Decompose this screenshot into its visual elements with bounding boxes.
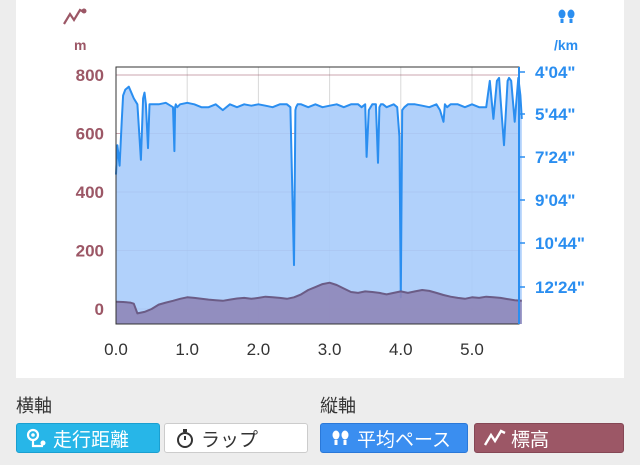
distance-icon [25, 426, 49, 450]
average-pace-button[interactable]: 平均ペース [320, 423, 468, 453]
elevation-area [116, 282, 522, 324]
lap-button[interactable]: ラップ [164, 423, 308, 453]
right-axis-unit: /km [554, 37, 578, 53]
x-tick-label: 1.0 [175, 340, 199, 359]
average-pace-button-label: 平均ペース [357, 428, 452, 451]
left-tick-label: 0 [95, 300, 104, 319]
left-tick-label: 600 [76, 125, 104, 144]
pace-line [115, 76, 523, 299]
left-tick-label: 800 [76, 66, 104, 85]
pace-elevation-chart[interactable]: m /km 0 200 400 600 800 4'04" 5'44" 7'24" 9'04" 1… [16, 0, 624, 378]
x-tick-label: 4.0 [389, 340, 413, 359]
left-tick-label: 200 [76, 242, 104, 261]
pace-icon [329, 426, 353, 450]
x-tick-label: 5.0 [460, 340, 484, 359]
distance-button[interactable]: 走行距離 [16, 423, 160, 453]
elevation-icon [63, 8, 87, 25]
stopwatch-icon [173, 426, 197, 450]
right-tick-label: 12'24" [535, 278, 585, 297]
pace-area [116, 77, 522, 325]
chart-panel: m /km 0 200 400 600 800 4'04" 5'44" 7'24" 9'04" 1… [16, 0, 624, 378]
left-tick-label: 400 [76, 183, 104, 202]
x-tick-label: 0.0 [104, 340, 128, 359]
x-tick-label: 3.0 [318, 340, 342, 359]
elevation-icon [483, 426, 507, 450]
right-tick-label: 9'04" [535, 191, 575, 210]
pace-icon [558, 9, 575, 23]
elevation-line [115, 281, 522, 315]
elevation-button[interactable]: 標高 [474, 423, 624, 453]
horizontal-axis-label: 横軸 [16, 396, 52, 417]
elevation-button-label: 標高 [511, 428, 550, 451]
lap-button-label: ラップ [201, 428, 259, 451]
right-tick-label: 5'44" [535, 105, 575, 124]
right-tick-label: 4'04" [535, 63, 575, 82]
right-tick-label: 10'44" [535, 234, 585, 253]
vertical-axis-label: 縦軸 [320, 396, 356, 417]
left-axis-unit: m [74, 37, 86, 53]
x-tick-label: 2.0 [247, 340, 271, 359]
right-tick-label: 7'24" [535, 148, 575, 167]
distance-button-label: 走行距離 [53, 428, 130, 451]
